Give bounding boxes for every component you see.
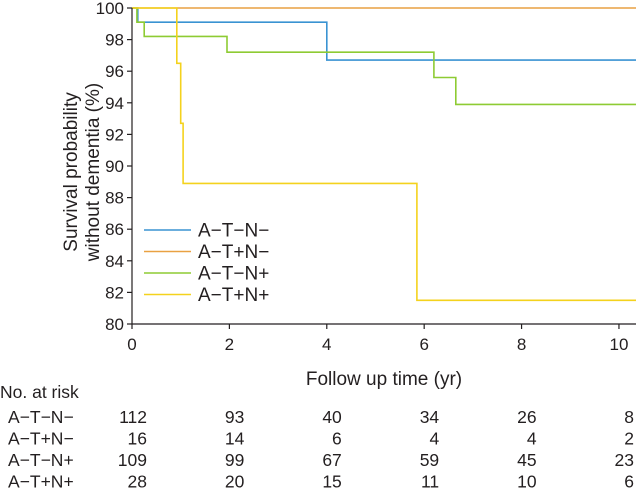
y-tick-label-88: 88 (105, 189, 124, 208)
legend-label-aminustplusnminus: A−T+N− (198, 242, 269, 263)
risk-cell-aminustminusnplus-t4: 67 (322, 450, 341, 470)
legend-label-aminustminusnplus: A−T−N+ (198, 264, 269, 285)
y-tick-label-80: 80 (105, 315, 124, 334)
risk-cell-aminustplusnplus-t4: 15 (322, 472, 341, 492)
risk-cell-aminustminusnminus-t6: 34 (420, 407, 440, 427)
risk-row-label-aminustminusnminus: A−T−N− (8, 407, 74, 427)
risk-cell-aminustminusnminus-t0: 112 (119, 407, 147, 427)
risk-row-label-aminustplusnplus: A−T+N+ (8, 472, 74, 492)
risk-cell-aminustplusnminus-t4: 6 (332, 429, 342, 449)
y-tick-label-100: 100 (96, 0, 124, 18)
risk-cell-aminustplusnplus-t0: 28 (128, 472, 147, 492)
risk-cell-aminustminusnplus-t2: 99 (225, 450, 244, 470)
x-tick-label-4: 4 (322, 335, 331, 354)
x-tick-label-10: 10 (609, 335, 628, 354)
legend-label-aminustplusnplus: A−T+N+ (198, 285, 269, 306)
y-tick-label-90: 90 (105, 157, 124, 176)
x-tick-label-0: 0 (127, 335, 136, 354)
risk-cell-aminustplusnminus-t0: 16 (128, 429, 147, 449)
risk-cell-aminustplusnminus-t8: 4 (527, 429, 537, 449)
series-line-aminustplusnplus (132, 7, 636, 302)
legend-label-aminustminusnminus: A−T−N− (198, 221, 269, 242)
x-tick-label-2: 2 (225, 335, 234, 354)
risk-table-title: No. at risk (0, 382, 79, 402)
risk-cell-aminustplusnplus-t8: 10 (517, 472, 537, 492)
risk-cell-aminustminusnplus-t0: 109 (118, 450, 147, 470)
risk-cell-aminustplusnplus-t2: 20 (225, 472, 245, 492)
risk-cell-aminustplusnplus-t10: 6 (624, 472, 634, 492)
risk-cell-aminustminusnplus-t8: 45 (517, 450, 536, 470)
y-axis-title-line-1: Survival probability (61, 92, 82, 252)
axes: 80 82 84 86 88 90 92 94 96 98 100 0 2 4 6 8 10 (96, 0, 636, 354)
y-tick-label-92: 92 (105, 125, 124, 144)
y-tick-label-98: 98 (105, 31, 124, 50)
risk-cell-aminustminusnminus-t2: 93 (225, 407, 244, 427)
x-tick-label-8: 8 (517, 335, 526, 354)
risk-row-label-aminustminusnplus: A−T−N+ (8, 450, 74, 470)
risk-cell-aminustplusnplus-t6: 11 (421, 472, 439, 492)
x-tick-label-6: 6 (419, 335, 428, 354)
y-tick-label-96: 96 (105, 62, 124, 81)
risk-cell-aminustplusnminus-t10: 2 (624, 429, 634, 449)
risk-row-label-aminustplusnminus: A−T+N− (8, 429, 74, 449)
y-tick-label-84: 84 (105, 252, 124, 271)
x-axis-title: Follow up time (yr) (306, 369, 462, 390)
y-axis-title: Survival probability without dementia (%… (61, 83, 104, 262)
y-tick-label-82: 82 (105, 283, 124, 302)
risk-cell-aminustminusnminus-t10: 8 (624, 407, 634, 427)
risk-cell-aminustplusnminus-t2: 14 (225, 429, 245, 449)
plot-series (132, 7, 636, 302)
risk-cell-aminustminusnplus-t6: 59 (420, 450, 439, 470)
legend: A−T−N−A−T+N−A−T−N+A−T+N+ (144, 221, 269, 306)
risk-cell-aminustminusnminus-t8: 26 (517, 407, 536, 427)
y-tick-label-94: 94 (105, 94, 124, 113)
risk-cell-aminustminusnplus-t10: 23 (615, 450, 634, 470)
risk-cell-aminustminusnminus-t4: 40 (322, 407, 342, 427)
risk-cell-aminustplusnminus-t6: 4 (429, 429, 439, 449)
risk-table: No. at risk A−T−N− 112 93 40 34 26 8A−T+N− 16 14… (0, 382, 634, 492)
series-line-aminustminusnplus (132, 7, 636, 106)
y-tick-label-86: 86 (105, 220, 124, 239)
y-axis-title-line-2: without dementia (%) (83, 83, 104, 262)
